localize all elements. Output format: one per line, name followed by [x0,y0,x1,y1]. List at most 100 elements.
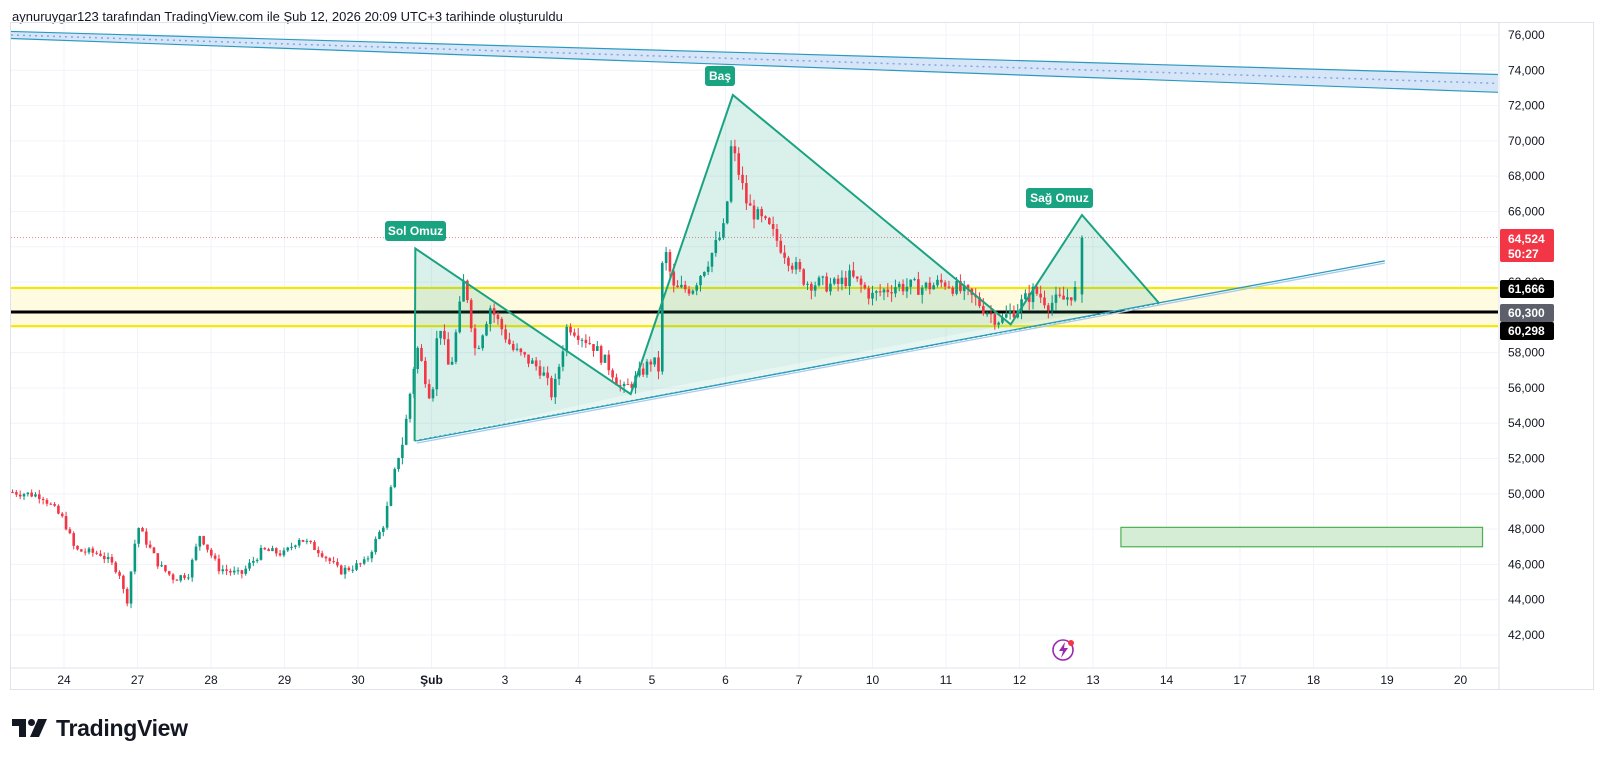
candle-body [45,499,49,504]
candle-body [18,494,22,497]
candle-body [657,357,660,372]
candle-body [511,344,515,350]
candle-body [22,494,26,497]
pattern-labels-layer: Sol Omuz Baş Sağ Omuz [385,66,1093,241]
candle-body [68,529,72,534]
candle-body [259,547,263,560]
candle-body [317,549,320,554]
candle-body [213,555,217,559]
candle-body [580,339,584,341]
candle-body [148,544,152,548]
candle-body [668,252,672,272]
candle-body [764,216,767,219]
label-right-shoulder[interactable]: Sağ Omuz [1026,188,1093,208]
candle-body [38,494,41,499]
candle-body [209,549,213,556]
candle-body [867,288,870,299]
candle-body [1050,302,1054,311]
lightning-icon[interactable] [1052,639,1074,661]
candle-body [309,540,312,543]
candle-body [871,292,874,299]
candle-body [959,281,962,292]
candle-body [882,289,886,293]
candle-body [244,568,247,574]
time-tick-label: 19 [1380,673,1394,687]
time-tick-label: 3 [502,673,509,687]
label-left-shoulder-text: Sol Omuz [388,224,443,238]
candle-body [997,322,1000,325]
candle-body [164,565,167,572]
countdown-value: 50:27 [1508,247,1539,261]
candle-body [95,552,98,554]
candle-body [41,498,45,500]
candle-body [420,347,423,361]
time-tick-label: 6 [722,673,729,687]
candle-body [607,354,611,371]
candle-body [439,330,442,339]
tradingview-logo-icon [12,719,47,737]
candle-body [473,328,477,349]
candle-body [404,418,408,445]
candle-body [152,547,156,554]
candle-body [106,557,110,560]
candle-body [294,545,297,547]
candle-body [255,559,259,561]
candle-body [49,503,53,505]
support-price-value: 60,298 [1508,324,1545,338]
time-tick-label: 12 [1013,673,1027,687]
candle-body [1031,286,1035,303]
candle-body [232,570,236,573]
time-tick-label: 18 [1307,673,1321,687]
candle-body [1066,297,1069,300]
pattern-triangle-3 [1010,215,1160,325]
candle-body [852,270,855,277]
candle-body [492,308,496,315]
candle-body [901,283,905,292]
candle-body [320,553,324,557]
candle-body [217,558,221,572]
candle-body [80,549,83,552]
candle-body [137,528,140,544]
candle-body [129,571,133,604]
candle-body [76,545,79,550]
candle-body [343,567,347,575]
price-tick-label: 72,000 [1508,99,1545,113]
chart-frame[interactable] [10,22,1594,690]
candle-body [649,361,653,365]
candle-body [932,285,935,290]
candle-body [408,393,412,419]
candle-body [699,275,702,286]
time-tick-label: 5 [649,673,656,687]
time-tick-label: 24 [57,673,71,687]
candle-body [531,360,534,364]
candle-body [118,572,121,576]
price-tags: 64,524 50:27 61,666 60,300 60,298 [1500,229,1554,340]
candle-body [813,285,817,291]
trend-line [416,260,1385,442]
label-head[interactable]: Baş [705,66,735,86]
candle-body [458,301,462,333]
price-tick-label: 50,000 [1508,487,1545,501]
candle-body [618,385,622,387]
support-box [1120,526,1484,548]
time-tick-label: 17 [1233,673,1247,687]
tradingview-brand[interactable]: TradingView [12,714,188,742]
candle-body [297,539,301,546]
candle-body [737,153,741,175]
candle-body [615,377,618,386]
candle-body [683,284,687,290]
candle-body [542,372,546,376]
candle-body [1058,294,1062,296]
candle-body [527,354,530,364]
candle-body [756,209,760,220]
label-left-shoulder[interactable]: Sol Omuz [385,221,446,241]
head-shoulders-outline [413,93,1160,441]
candle-body [538,366,542,376]
candle-body [802,269,806,285]
candle-body [160,565,163,567]
time-tick-label: 4 [575,673,582,687]
candle-body [626,383,630,385]
candle-body [248,562,251,569]
candle-body [500,319,504,330]
